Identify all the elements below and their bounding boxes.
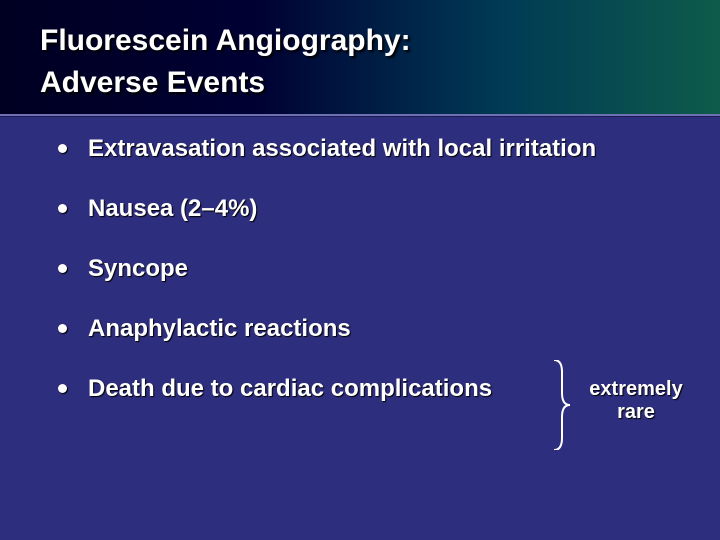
brace-label: extremely rare [576, 378, 696, 424]
bullet-list: Extravasation associated with local irri… [40, 134, 680, 404]
bullet-text: Syncope [88, 255, 188, 282]
brace-label-line-2: rare [617, 401, 655, 423]
slide: Fluorescein Angiography: Adverse Events … [0, 0, 720, 540]
divider-line [0, 114, 720, 117]
bullet-text: Anaphylactic reactions [88, 315, 351, 342]
bullet-text: Nausea (2–4%) [88, 195, 257, 222]
list-item: Syncope [40, 254, 680, 284]
brace-label-line-1: extremely [589, 378, 682, 400]
list-item: Anaphylactic reactions [40, 314, 680, 344]
bullet-text: Extravasation associated with local irri… [88, 135, 596, 162]
title-line-1: Fluorescein Angiography: [40, 24, 411, 57]
title-line-2: Adverse Events [40, 66, 265, 99]
list-item: Extravasation associated with local irri… [40, 134, 680, 164]
slide-title: Fluorescein Angiography: Adverse Events [40, 20, 680, 104]
bullet-text: Death due to cardiac complications [88, 375, 492, 402]
list-item: Nausea (2–4%) [40, 194, 680, 224]
